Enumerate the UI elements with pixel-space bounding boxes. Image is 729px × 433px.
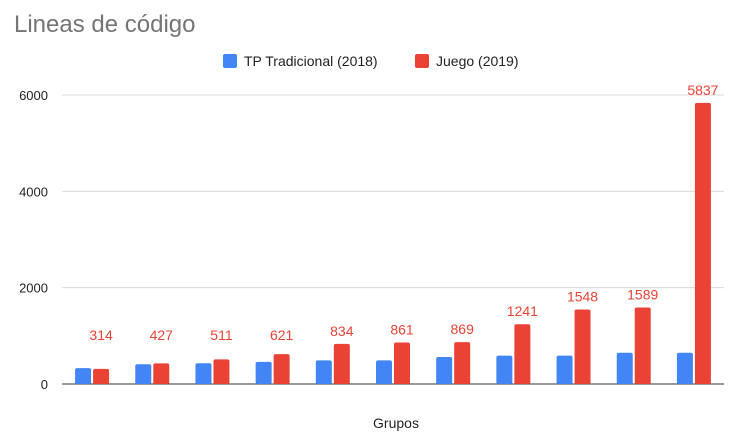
bar-tp-tradicional-2018 xyxy=(556,355,573,384)
y-tick-label: 2000 xyxy=(19,281,48,296)
y-tick-label: 4000 xyxy=(19,184,48,199)
legend-swatch-juego xyxy=(415,54,429,68)
data-label-juego-2019: 834 xyxy=(330,323,354,339)
x-axis-title: Grupos xyxy=(373,415,419,431)
bar-tp-tradicional-2018 xyxy=(376,360,392,384)
data-label-juego-2019: 511 xyxy=(210,327,233,343)
bar-tp-tradicional-2018 xyxy=(676,352,693,384)
bar-juego-2019 xyxy=(454,342,471,384)
bar-juego-2019 xyxy=(694,102,711,384)
y-tick-label: 6000 xyxy=(19,88,48,103)
bar-juego-2019 xyxy=(153,363,170,384)
data-label-juego-2019: 1548 xyxy=(567,288,598,304)
legend: TP Tradicional (2018) Juego (2019) xyxy=(223,53,519,69)
y-tick-label: 0 xyxy=(41,377,48,392)
bar-juego-2019 xyxy=(394,342,410,384)
bar-juego-2019 xyxy=(634,307,651,384)
data-label-juego-2019: 1241 xyxy=(507,303,538,319)
bar-juego-2019 xyxy=(213,359,230,384)
data-label-juego-2019: 861 xyxy=(390,322,414,338)
bar-juego-2019 xyxy=(574,309,591,384)
bar-tp-tradicional-2018 xyxy=(315,360,332,384)
data-label-juego-2019: 1589 xyxy=(627,286,658,302)
bar-tp-tradicional-2018 xyxy=(496,355,513,384)
gridlines xyxy=(62,94,724,385)
legend-swatch-tp-tradicional xyxy=(223,54,237,68)
legend-label-tp-tradicional: TP Tradicional (2018) xyxy=(244,53,378,69)
bar-juego-2019 xyxy=(93,368,110,384)
bar-tp-tradicional-2018 xyxy=(616,352,633,384)
bars xyxy=(75,102,711,384)
bar-juego-2019 xyxy=(273,354,290,384)
data-label-juego-2019: 5837 xyxy=(687,82,718,98)
bar-tp-tradicional-2018 xyxy=(195,363,212,384)
y-axis-tick-labels: 0 2000 4000 6000 xyxy=(19,88,48,392)
bar-tp-tradicional-2018 xyxy=(135,364,152,384)
bar-juego-2019 xyxy=(333,343,350,384)
data-label-juego-2019: 621 xyxy=(270,327,294,343)
bar-tp-tradicional-2018 xyxy=(436,357,453,384)
legend-label-juego: Juego (2019) xyxy=(436,53,519,69)
chart-title: Lineas de código xyxy=(14,11,195,38)
data-label-juego-2019: 427 xyxy=(150,327,174,343)
data-label-juego-2019: 869 xyxy=(451,321,475,337)
bar-tp-tradicional-2018 xyxy=(255,361,272,384)
data-labels: 314 427 511 621 834 861 869 1241 1548 1589 5837 xyxy=(89,82,718,343)
data-label-juego-2019: 314 xyxy=(89,327,113,343)
bar-juego-2019 xyxy=(514,324,531,384)
bar-tp-tradicional-2018 xyxy=(75,368,92,384)
